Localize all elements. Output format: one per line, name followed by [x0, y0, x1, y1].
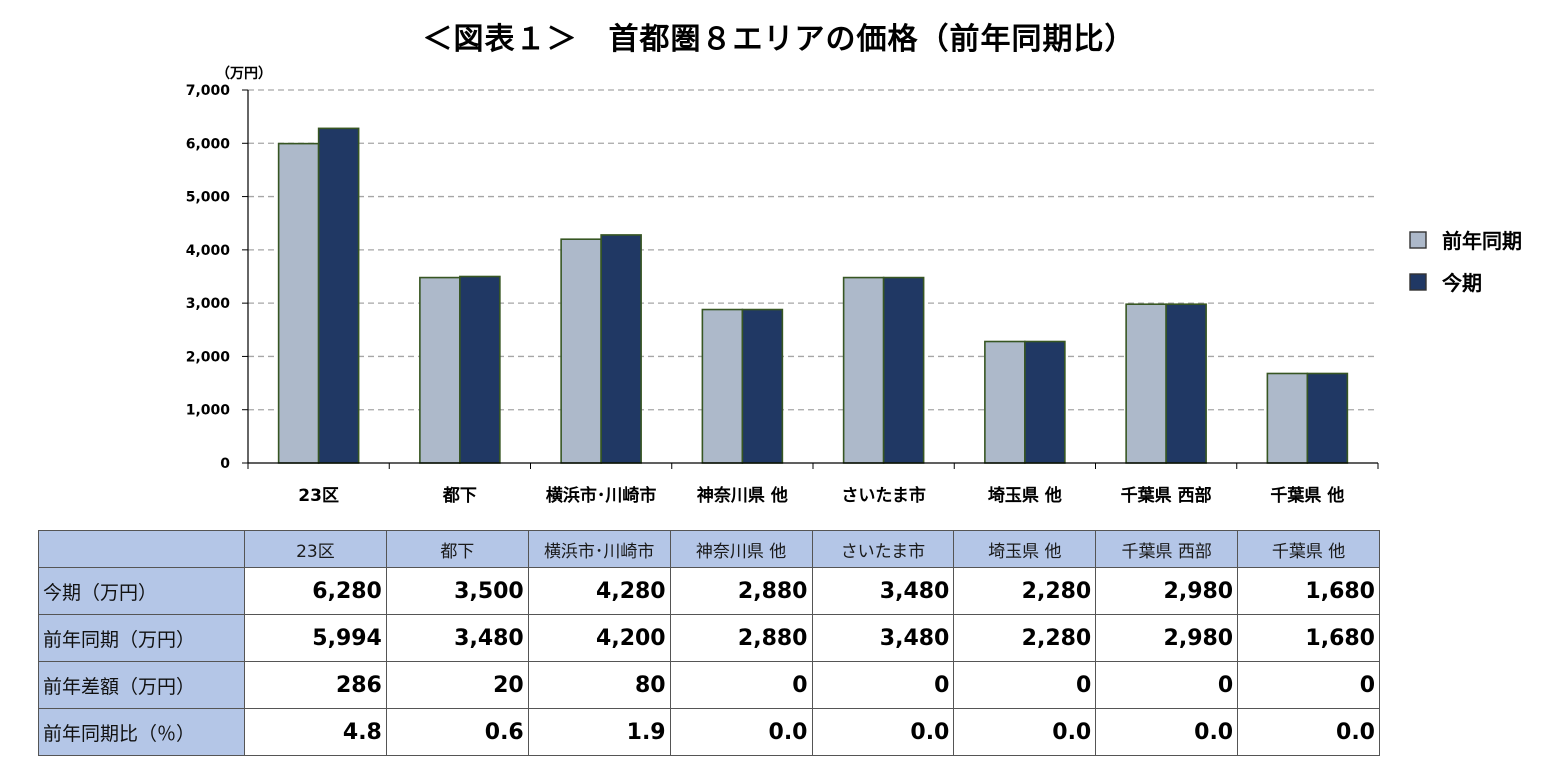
table-cell: 2,280	[953, 614, 1097, 662]
bar-current	[1165, 303, 1207, 464]
bar-previous	[277, 142, 320, 464]
table-cell: 0	[1095, 661, 1239, 709]
bar-previous	[560, 238, 602, 464]
table-cell: 0.0	[1095, 708, 1239, 756]
x-category-label: 千葉県 他	[1270, 485, 1344, 506]
bar-previous	[419, 276, 461, 464]
x-category-label: 埼玉県 他	[988, 485, 1062, 506]
chart-title: ＜図表１＞ 首都圏８エリアの価格（前年同期比）	[422, 22, 1136, 57]
x-category-label: 都下	[442, 485, 477, 506]
table-header-cell: 千葉県 他	[1237, 530, 1380, 568]
table-cell: 3,480	[811, 567, 955, 615]
table-cell: 1,680	[1237, 614, 1380, 662]
table-row-label: 前年同期（万円）	[38, 614, 245, 662]
bar-previous	[1125, 303, 1167, 464]
bar-previous	[701, 308, 744, 464]
table-cell: 0	[811, 661, 955, 709]
table-cell: 0.6	[385, 708, 529, 756]
y-tick-label: 2,000	[186, 349, 231, 365]
x-category-label: 千葉県 西部	[1121, 485, 1212, 506]
legend-swatch	[1409, 273, 1427, 291]
legend-label: 前年同期	[1442, 229, 1522, 253]
bar-current	[1306, 372, 1349, 464]
table-cell: 2,980	[1095, 614, 1239, 662]
table-cell: 20	[385, 661, 529, 709]
axis-labels: 0 1,000 2,000 3,000 4,000 5,000 6,000 7,000 23区 都…	[186, 83, 1345, 506]
table-cell: 3,480	[811, 614, 955, 662]
table-body: 今期（万円） 6,280 3,500 4,280 2,880 3,480 2,280 2,98…	[38, 567, 1380, 756]
table-cell: 0	[953, 661, 1097, 709]
table-cell: 0	[1237, 661, 1380, 709]
gridlines	[248, 89, 1378, 411]
table-header-row: 23区 都下 横浜市･川崎市 神奈川県 他さいたま市 埼玉県 他千葉県 西部 千葉県 他	[38, 530, 1380, 568]
table-cell: 2,880	[669, 614, 813, 662]
table-header-cell: 神奈川県 他	[669, 530, 813, 568]
table-header-cell: 都下	[385, 530, 529, 568]
table-cell: 1,680	[1237, 567, 1380, 615]
table-cell: 0.0	[1237, 708, 1380, 756]
table-cell: 0.0	[669, 708, 813, 756]
y-tick-label: 3,000	[186, 296, 231, 312]
table-header-cell: さいたま市	[811, 530, 955, 568]
table-cell: 4,280	[527, 567, 671, 615]
y-unit-label: （万円）	[216, 66, 272, 82]
y-tick-label: 1,000	[186, 403, 231, 419]
table-row: 前年差額（万円） 286 20 80 0 0 0 0 0	[38, 661, 1380, 709]
bar-current	[1024, 340, 1066, 464]
bar-current	[741, 308, 784, 464]
bar-previous	[842, 276, 885, 464]
table-corner-cell	[38, 530, 245, 568]
table-cell: 2,980	[1095, 567, 1239, 615]
table-row: 今期（万円） 6,280 3,500 4,280 2,880 3,480 2,280 2,98…	[38, 567, 1380, 615]
table-cell: 80	[527, 661, 671, 709]
bars	[277, 127, 1349, 464]
bar-current	[459, 275, 501, 464]
table-cell: 3,500	[385, 567, 529, 615]
bar-current	[600, 234, 642, 464]
legend-swatch	[1409, 231, 1427, 249]
table-row-label: 今期（万円）	[38, 567, 245, 615]
axes	[242, 89, 1379, 469]
x-category-label: 23区	[298, 486, 339, 506]
y-tick-label: 4,000	[186, 243, 231, 259]
table-cell: 4,200	[527, 614, 671, 662]
table-cell: 5,994	[244, 614, 387, 662]
table-cell: 6,280	[244, 567, 387, 615]
table-cell: 2,880	[669, 567, 813, 615]
bar-previous	[984, 340, 1026, 464]
table-row: 前年同期（万円） 5,994 3,480 4,200 2,880 3,480 2,280 2,…	[38, 614, 1380, 662]
x-category-label: 神奈川県 他	[697, 485, 788, 506]
y-tick-label: 6,000	[186, 136, 231, 152]
table-row-label: 前年差額（万円）	[38, 661, 245, 709]
table-header-cell: 千葉県 西部	[1095, 530, 1239, 568]
table-row: 前年同期比（％） 4.8 0.6 1.9 0.0 0.0 0.0 0.0 0.0	[38, 708, 1380, 756]
table-cell: 0	[669, 661, 813, 709]
table-cell: 2,280	[953, 567, 1097, 615]
y-tick-label: 7,000	[186, 83, 231, 99]
x-category-label: さいたま市	[841, 485, 926, 506]
bar-current	[882, 276, 925, 464]
table-header-cell: 23区	[244, 530, 387, 568]
table-header-cell: 埼玉県 他	[953, 530, 1097, 568]
bar-previous	[1266, 372, 1309, 464]
legend-label: 今期	[1442, 271, 1482, 295]
table-cell: 0.0	[811, 708, 955, 756]
bar-current	[317, 127, 360, 464]
y-tick-label: 5,000	[186, 190, 231, 206]
data-table: 23区 都下 横浜市･川崎市 神奈川県 他さいたま市 埼玉県 他千葉県 西部 千葉県 他 …	[38, 530, 1380, 756]
table-row-label: 前年同期比（％）	[38, 708, 245, 756]
x-category-label: 横浜市･川崎市	[546, 485, 657, 506]
bar-chart: （万円） 0 1,000 2,000 3,000 4,000 5,000 6,000 7,00…	[186, 66, 1522, 506]
table-header-cell: 横浜市･川崎市	[527, 530, 671, 568]
table-cell: 4.8	[244, 708, 387, 756]
table-cell: 3,480	[385, 614, 529, 662]
table-cell: 1.9	[527, 708, 671, 756]
table-cell: 0.0	[953, 708, 1097, 756]
table-cell: 286	[244, 661, 387, 709]
y-tick-label: 0	[220, 456, 230, 472]
